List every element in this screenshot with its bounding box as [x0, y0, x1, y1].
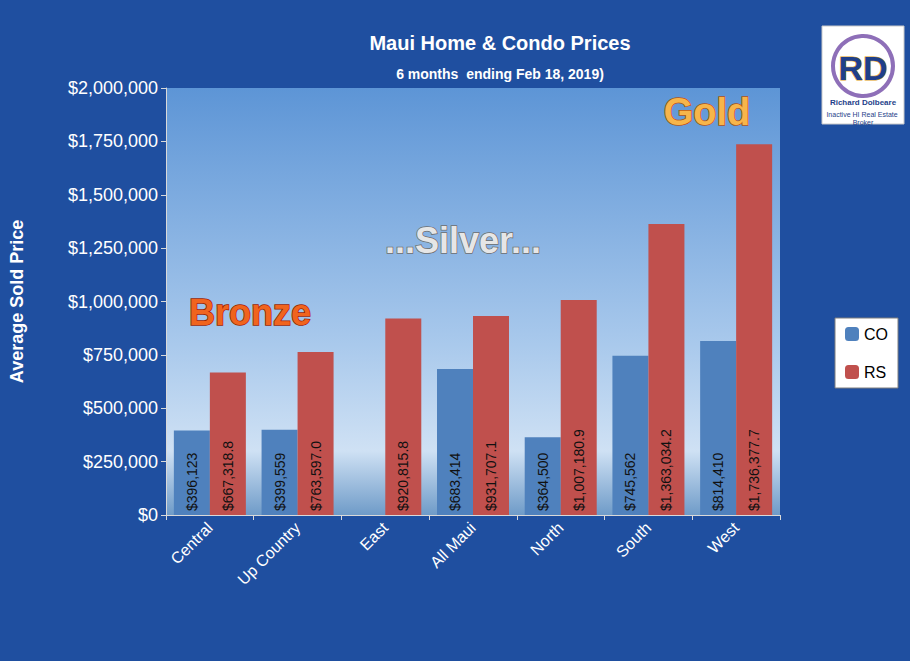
svg-text:$667,318.8: $667,318.8	[220, 441, 236, 511]
svg-text:$1,750,000: $1,750,000	[68, 131, 158, 151]
svg-text:West: West	[705, 519, 743, 557]
svg-text:Bronze: Bronze	[189, 292, 311, 333]
svg-text:Richard Dolbeare: Richard Dolbeare	[830, 98, 897, 107]
svg-text:$399,559: $399,559	[272, 452, 288, 511]
svg-text:East: East	[357, 519, 392, 554]
svg-text:...Silver...: ...Silver...	[385, 220, 541, 261]
svg-text:$1,250,000: $1,250,000	[68, 238, 158, 258]
svg-text:Average Sold Price: Average Sold Price	[7, 220, 27, 383]
svg-text:$500,000: $500,000	[83, 398, 158, 418]
svg-text:$683,414: $683,414	[447, 452, 463, 511]
svg-text:$920,815.8: $920,815.8	[395, 441, 411, 511]
svg-text:$814,410: $814,410	[710, 452, 726, 511]
svg-text:$0: $0	[138, 505, 158, 525]
svg-text:Inactive HI Real Estate: Inactive HI Real Estate	[826, 111, 899, 118]
svg-text:$745,562: $745,562	[622, 452, 638, 511]
svg-text:Maui Home & Condo Prices: Maui Home & Condo Prices	[369, 32, 630, 54]
svg-text:RD: RD	[838, 49, 887, 87]
svg-text:CO: CO	[864, 326, 888, 343]
svg-text:$1,736,377.7: $1,736,377.7	[746, 429, 762, 511]
svg-text:$931,707.1: $931,707.1	[483, 441, 499, 511]
svg-text:$250,000: $250,000	[83, 452, 158, 472]
svg-text:$750,000: $750,000	[83, 345, 158, 365]
svg-text:$1,363,034.2: $1,363,034.2	[658, 429, 674, 511]
svg-text:$763,597.0: $763,597.0	[308, 441, 324, 511]
svg-text:South: South	[613, 519, 655, 561]
svg-text:RS: RS	[864, 364, 886, 381]
svg-text:$396,123: $396,123	[184, 452, 200, 511]
svg-text:All Maui: All Maui	[427, 519, 479, 571]
svg-text:Gold: Gold	[664, 91, 751, 133]
svg-text:6 months ending Feb 18, 2019): 6 months ending Feb 18, 2019)	[396, 66, 604, 82]
svg-text:North: North	[527, 519, 567, 559]
svg-text:Central: Central	[167, 519, 215, 567]
svg-text:$2,000,000: $2,000,000	[68, 78, 158, 98]
svg-text:$364,500: $364,500	[535, 452, 551, 511]
svg-text:Up Country: Up Country	[234, 519, 303, 588]
svg-text:$1,000,000: $1,000,000	[68, 292, 158, 312]
svg-text:$1,500,000: $1,500,000	[68, 185, 158, 205]
svg-text:Broker: Broker	[853, 119, 874, 126]
svg-text:$1,007,180.9: $1,007,180.9	[571, 429, 587, 511]
